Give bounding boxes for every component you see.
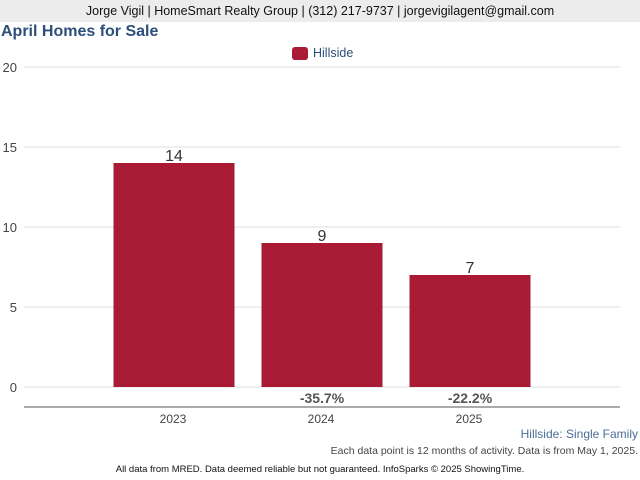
- y-tick-label: 0: [10, 380, 17, 395]
- y-tick-label: 10: [3, 220, 17, 235]
- x-tick-label: 2024: [308, 412, 335, 426]
- chart-subtitle: Hillside: Single Family: [520, 427, 638, 441]
- activity-note: Each data point is 12 months of activity…: [330, 445, 638, 457]
- y-tick-label: 20: [3, 60, 17, 75]
- data-label: 7: [466, 260, 475, 277]
- data-label: 9: [318, 228, 327, 245]
- x-tick-label: 2025: [456, 412, 483, 426]
- footer-disclaimer: All data from MRED. Data deemed reliable…: [115, 464, 525, 475]
- bar: [113, 163, 235, 387]
- bar: [409, 275, 531, 387]
- data-label: 14: [165, 148, 183, 165]
- chart-legend[interactable]: Hillside: [292, 44, 353, 62]
- y-tick-label: 15: [3, 140, 17, 155]
- bar: [261, 243, 383, 387]
- x-tick-label: 2023: [160, 412, 187, 426]
- change-label: -22.2%: [448, 390, 493, 406]
- legend-label: Hillside: [313, 46, 354, 60]
- change-label: -35.7%: [300, 390, 345, 406]
- chart-title: April Homes for Sale: [1, 23, 159, 40]
- legend-swatch: [292, 46, 308, 60]
- y-tick-label: 5: [10, 300, 17, 315]
- agent-contact-header: Jorge Vigil | HomeSmart Realty Group | (…: [0, 0, 640, 22]
